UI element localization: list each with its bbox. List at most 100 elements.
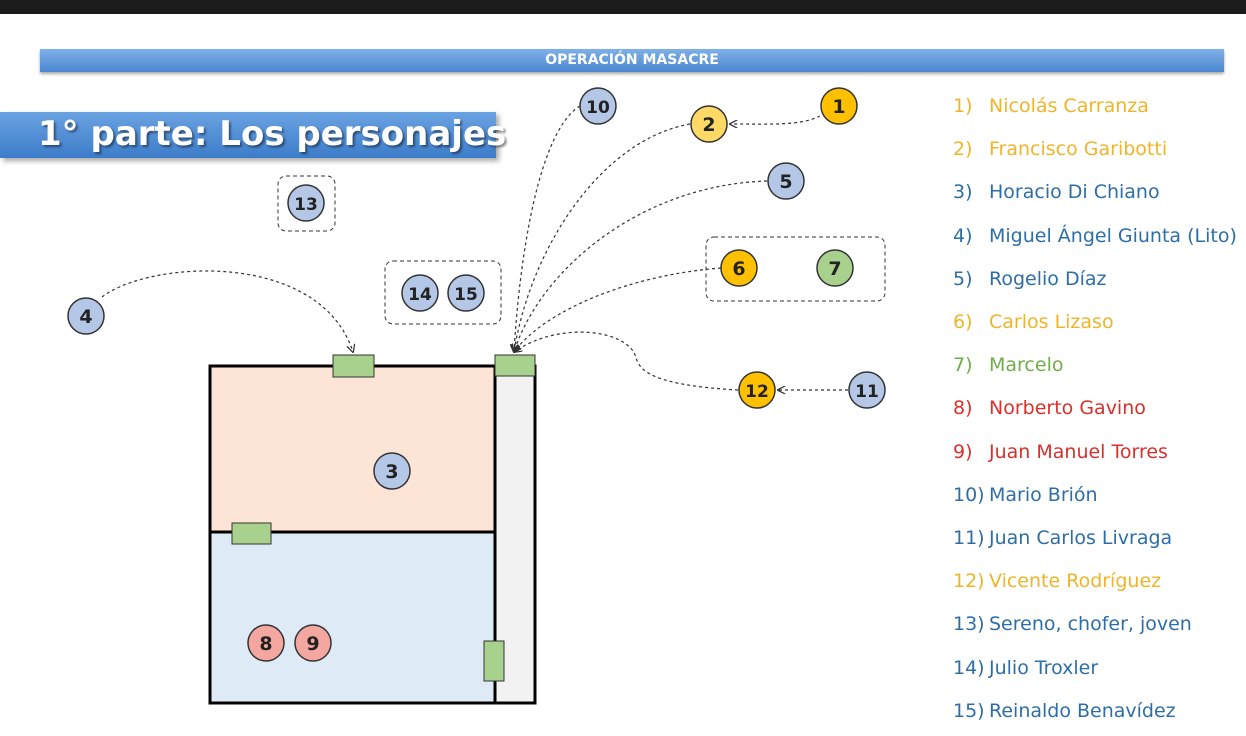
node-label: 11 [855, 382, 879, 402]
legend-name: Carlos Lizaso [989, 311, 1114, 333]
legend-number: 3) [953, 181, 973, 204]
arrow-12-to-corridor [514, 331, 739, 391]
node-label: 13 [294, 195, 318, 215]
legend-name: Julio Troxler [989, 656, 1099, 679]
legend-number: 2) [953, 138, 973, 161]
node-circle [848, 371, 886, 409]
legend-item: 3) Horacio Di Chiano [953, 181, 1160, 203]
legend-number: 10) [953, 483, 985, 506]
legend-number: 13) [953, 613, 985, 636]
arrow-2-to-corridor [514, 123, 691, 352]
legend-number: 14) [953, 656, 985, 679]
node-circle [447, 274, 485, 312]
legend-item: 12) Vicente Rodríguez [953, 570, 1161, 592]
room-bottom [208, 530, 497, 705]
node-label: 9 [306, 633, 319, 655]
legend-name: Sereno, chofer, joven [989, 613, 1192, 636]
legend-number: 5) [953, 267, 973, 290]
node-label: 3 [385, 461, 398, 483]
node-circle [247, 624, 285, 662]
arrow-10-to-corridor [514, 105, 581, 352]
legend-number: 11) [953, 527, 985, 549]
page-title: 1° parte: Los personajes [38, 114, 507, 154]
node-7: 7 [816, 249, 854, 287]
legend-number: 1) [953, 95, 973, 117]
arrow-4-to-door [101, 270, 353, 352]
node-circle [816, 249, 854, 287]
legend-name: Horacio Di Chiano [989, 181, 1160, 204]
legend-item: 8) Norberto Gavino [953, 397, 1146, 419]
legend-name: Miguel Ángel Giunta (Lito) [989, 224, 1237, 247]
node-label: 5 [779, 171, 792, 193]
legend-number: 12) [953, 570, 985, 593]
node-13: 13 [287, 184, 325, 222]
node-12: 12 [738, 371, 776, 409]
node-label: 12 [745, 382, 769, 402]
node-circle [738, 371, 776, 409]
node-4: 4 [67, 297, 105, 335]
node-circle [820, 87, 858, 125]
legend-item: 6) Carlos Lizaso [953, 311, 1114, 333]
legend-name: Nicolás Carranza [989, 95, 1149, 117]
arrow-1-to-2 [730, 115, 821, 124]
title-box [0, 112, 496, 158]
node-label: 8 [259, 633, 272, 655]
legend-name: Norberto Gavino [989, 397, 1146, 420]
legend-number: 6) [953, 311, 973, 333]
node-8: 8 [247, 624, 285, 662]
legend-item: 1) Nicolás Carranza [953, 95, 1149, 117]
legend-item: 14) Julio Troxler [953, 657, 1098, 679]
node-circle [767, 162, 805, 200]
node-label: 7 [828, 258, 841, 280]
node-9: 9 [294, 624, 332, 662]
node-label: 4 [79, 306, 92, 328]
legend-item: 15) Reinaldo Benavídez [953, 700, 1176, 722]
node-label: 2 [702, 114, 715, 136]
node-11: 11 [848, 371, 886, 409]
legend-name: Juan Carlos Livraga [989, 527, 1173, 549]
door-corridor [494, 354, 536, 377]
node-label: 1 [832, 96, 845, 118]
top-bar [0, 0, 1246, 14]
node-circle [690, 105, 728, 143]
legend-item: 5) Rogelio Díaz [953, 268, 1106, 290]
legend-number: 8) [953, 397, 973, 420]
legend-item: 7) Marcelo [953, 354, 1063, 376]
legend-item: 13) Sereno, chofer, joven [953, 613, 1192, 635]
node-2: 2 [690, 105, 728, 143]
node-label: 15 [454, 285, 478, 305]
node-10: 10 [579, 87, 617, 125]
node-circle [579, 87, 617, 125]
legend-item: 2) Francisco Garibotti [953, 138, 1167, 160]
legend-item: 10) Mario Brión [953, 484, 1098, 506]
legend-name: Rogelio Díaz [989, 267, 1107, 290]
node-circle [373, 452, 411, 490]
node-label: 10 [586, 98, 610, 118]
legend-name: Marcelo [989, 354, 1064, 377]
node-circle [287, 184, 325, 222]
room-top [208, 364, 497, 534]
legend-number: 9) [953, 440, 973, 463]
legend-name: Francisco Garibotti [989, 138, 1168, 161]
group-box-13 [277, 175, 336, 232]
arrow-5-to-corridor [514, 180, 768, 352]
door-top [332, 354, 375, 378]
legend-item: 11) Juan Carlos Livraga [953, 527, 1172, 549]
legend-number: 7) [953, 354, 973, 377]
node-label: 6 [732, 258, 745, 280]
legend-name: Vicente Rodríguez [989, 570, 1162, 593]
legend-item: 9) Juan Manuel Torres [953, 441, 1168, 463]
node-circle [720, 249, 758, 287]
node-1: 1 [820, 87, 858, 125]
node-label: 14 [408, 285, 432, 305]
banner: OPERACIÓN MASACRE [40, 49, 1224, 72]
node-circle [67, 297, 105, 335]
legend-name: Reinaldo Benavídez [989, 699, 1176, 722]
node-14: 14 [401, 274, 439, 312]
legend-number: 4) [953, 224, 973, 247]
legend-name: Mario Brión [989, 483, 1098, 506]
group-box-14-15 [384, 260, 502, 325]
node-5: 5 [767, 162, 805, 200]
door-middle [231, 522, 272, 545]
